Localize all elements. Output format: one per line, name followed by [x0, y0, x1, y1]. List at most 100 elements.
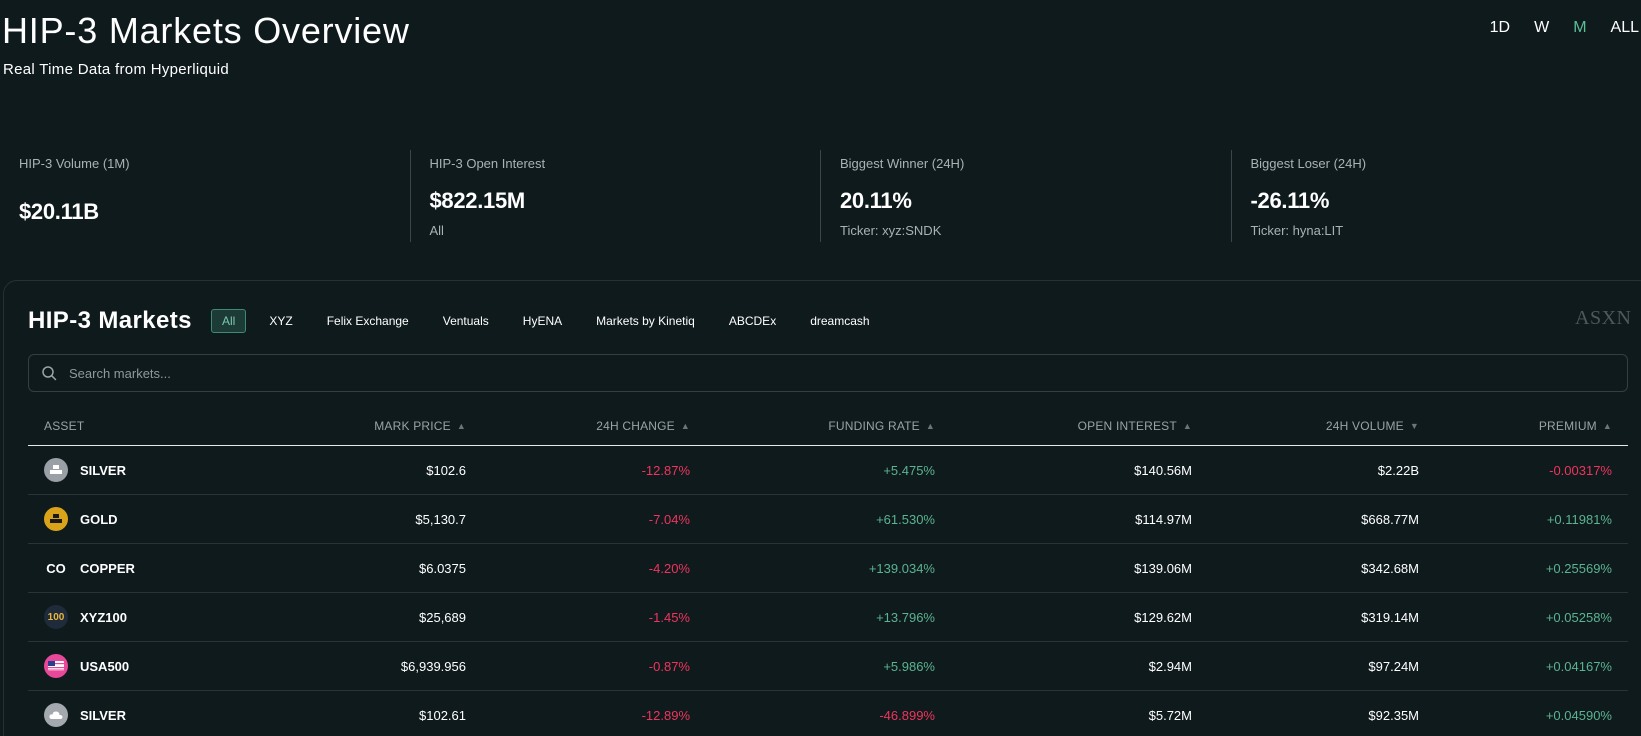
sort-up-icon: ▲ [456, 421, 466, 431]
col-open-interest[interactable]: OPEN INTEREST ▲ [1077, 419, 1192, 433]
markets-panel: HIP-3 Markets All XYZ Felix Exchange Ven… [3, 280, 1641, 736]
range-tab-1d[interactable]: 1D [1466, 19, 1510, 37]
filter-abcdex[interactable]: ABCDEx [728, 314, 777, 328]
volume-24h: $97.24M [1368, 659, 1419, 674]
stats-row: HIP-3 Volume (1M) $20.11B HIP-3 Open Int… [0, 150, 1641, 242]
premium: +0.11981% [1546, 512, 1612, 527]
table-row[interactable]: CO COPPER $6.0375 -4.20% +139.034% $139.… [28, 544, 1628, 593]
open-interest: $2.94M [1148, 659, 1192, 674]
change-24h: -12.87% [641, 463, 690, 478]
open-interest: $129.62M [1134, 610, 1192, 625]
stat-sub: Ticker: xyz:SNDK [840, 223, 942, 238]
gold-bars-icon [44, 507, 68, 531]
page-subtitle: Real Time Data from Hyperliquid [3, 61, 230, 78]
search-box [28, 354, 1628, 392]
asset-name: SILVER [80, 708, 126, 723]
filter-xyz[interactable]: XYZ [269, 314, 293, 328]
asset-name: XYZ100 [80, 610, 127, 625]
change-24h: -7.04% [648, 512, 690, 527]
change-24h: -12.89% [641, 708, 690, 723]
exchange-filters: All XYZ Felix Exchange Ventuals HyENA Ma… [211, 309, 893, 333]
table-row[interactable]: SILVER $102.61 -12.89% -46.899% $5.72M $… [28, 691, 1628, 736]
range-tab-w[interactable]: W [1510, 19, 1549, 37]
col-premium[interactable]: PREMIUM ▲ [1538, 419, 1612, 433]
xyz100-icon: 100 [44, 605, 68, 629]
stat-value: -26.11% [1250, 188, 1330, 213]
stat-sub: Ticker: hyna:LIT [1250, 223, 1344, 238]
funding-rate: +5.986% [883, 659, 935, 674]
sort-up-icon: ▲ [925, 421, 935, 431]
filter-felix-exchange[interactable]: Felix Exchange [326, 314, 409, 328]
search-icon [42, 366, 57, 381]
volume-24h: $319.14M [1361, 610, 1419, 625]
page-title: HIP-3 Markets Overview [2, 10, 410, 51]
funding-rate: +5.475% [883, 463, 935, 478]
stat-value: $822.15M [429, 188, 526, 213]
mark-price: $6,939.956 [400, 659, 466, 674]
markets-title: HIP-3 Markets [28, 307, 192, 334]
change-24h: -4.20% [648, 561, 690, 576]
silver-bars-icon [44, 458, 68, 482]
search-input[interactable] [69, 355, 1609, 391]
asset-name: USA500 [80, 659, 130, 674]
col-funding-rate[interactable]: FUNDING RATE ▲ [828, 419, 935, 433]
funding-rate: -46.899% [879, 708, 935, 723]
mark-price: $25,689 [419, 610, 466, 625]
filter-ventuals[interactable]: Ventuals [442, 314, 489, 328]
table-row[interactable]: SILVER $102.6 -12.87% +5.475% $140.56M $… [28, 446, 1628, 495]
mark-price: $102.6 [426, 463, 466, 478]
col-mark-price[interactable]: MARK PRICE ▲ [374, 419, 466, 433]
table-row[interactable]: 100 XYZ100 $25,689 -1.45% +13.796% $129.… [28, 593, 1628, 642]
table-row[interactable]: USA500 $6,939.956 -0.87% +5.986% $2.94M … [28, 642, 1628, 691]
volume-24h: $92.35M [1368, 708, 1419, 723]
stat-label: HIP-3 Open Interest [429, 156, 546, 171]
mark-price: $5,130.7 [415, 512, 466, 527]
mark-price: $102.61 [419, 708, 466, 723]
stat-biggest-loser: Biggest Loser (24H) -26.11% Ticker: hyna… [1230, 150, 1641, 242]
premium: +0.04167% [1545, 659, 1612, 674]
open-interest: $114.97M [1135, 512, 1192, 527]
stat-volume: HIP-3 Volume (1M) $20.11B [0, 150, 410, 242]
filter-hyena[interactable]: HyENA [522, 314, 563, 328]
col-asset[interactable]: ASSET [44, 419, 85, 433]
stat-label: HIP-3 Volume (1M) [19, 156, 130, 171]
premium: +0.04590% [1545, 708, 1612, 723]
range-tab-all[interactable]: ALL [1587, 19, 1639, 37]
usa500-icon [44, 654, 68, 678]
volume-24h: $342.68M [1361, 561, 1419, 576]
col-24h-change[interactable]: 24H CHANGE ▲ [596, 419, 690, 433]
asset-name: COPPER [80, 561, 135, 576]
table-row[interactable]: GOLD $5,130.7 -7.04% +61.530% $114.97M $… [28, 495, 1628, 544]
filter-markets-by-kinetiq[interactable]: Markets by Kinetiq [596, 314, 695, 328]
sort-up-icon: ▲ [1602, 421, 1612, 431]
premium: +0.05258% [1545, 610, 1612, 625]
funding-rate: +139.034% [868, 561, 935, 576]
open-interest: $139.06M [1134, 561, 1192, 576]
stat-open-interest: HIP-3 Open Interest $822.15M All [409, 150, 821, 242]
premium: +0.25569% [1545, 561, 1612, 576]
asxn-logo: ASXN [1575, 307, 1632, 329]
time-range-tabs: 1D W M ALL [1466, 19, 1639, 37]
sort-up-icon: ▲ [680, 421, 690, 431]
premium: -0.00317% [1549, 463, 1612, 478]
filter-dreamcash[interactable]: dreamcash [810, 314, 870, 328]
sort-up-icon: ▲ [1182, 421, 1192, 431]
filter-all[interactable]: All [211, 309, 247, 333]
funding-rate: +61.530% [876, 512, 935, 527]
asset-name: GOLD [80, 512, 118, 527]
silver-cloud-icon [44, 703, 68, 727]
sort-down-icon: ▼ [1409, 421, 1419, 431]
stat-value: $20.11B [19, 199, 99, 224]
mark-price: $6.0375 [419, 561, 466, 576]
stat-label: Biggest Winner (24H) [840, 156, 965, 171]
stat-label: Biggest Loser (24H) [1250, 156, 1367, 171]
volume-24h: $2.22B [1377, 463, 1419, 478]
range-tab-m[interactable]: M [1549, 19, 1586, 37]
volume-24h: $668.77M [1361, 512, 1419, 527]
col-24h-volume[interactable]: 24H VOLUME ▼ [1325, 419, 1419, 433]
change-24h: -0.87% [648, 659, 690, 674]
stat-biggest-winner: Biggest Winner (24H) 20.11% Ticker: xyz:… [820, 150, 1231, 242]
stat-sub: All [429, 223, 444, 238]
funding-rate: +13.796% [876, 610, 935, 625]
change-24h: -1.45% [648, 610, 690, 625]
